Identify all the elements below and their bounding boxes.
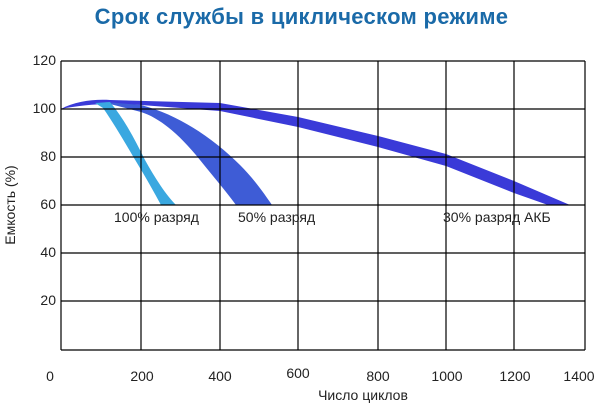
y-tick: 40: [40, 244, 56, 260]
series-50-percent-band: [105, 102, 272, 205]
x-tick: 800: [366, 368, 390, 384]
series-100-percent-band: [95, 102, 176, 205]
y-tick: 20: [40, 292, 56, 308]
label-50-percent: 50% разряд: [238, 209, 315, 225]
y-tick: 100: [33, 100, 57, 116]
x-tick: 0: [46, 368, 54, 384]
y-axis-title: Емкость (%): [2, 165, 18, 244]
y-axis-ticks: 120 100 80 60 40 20: [33, 52, 57, 308]
x-axis-title: Число циклов: [318, 387, 408, 403]
label-30-percent: 30% разряд АКБ: [443, 209, 551, 225]
x-tick: 1000: [431, 368, 462, 384]
x-tick: 200: [130, 368, 154, 384]
chart-title: Срок службы в циклическом режиме: [94, 4, 509, 29]
x-tick: 600: [286, 365, 310, 381]
label-100-percent: 100% разряд: [114, 209, 199, 225]
grid-horizontal: [61, 60, 585, 351]
y-tick: 60: [40, 196, 56, 212]
series-30-percent-band: [61, 99, 570, 205]
y-tick: 80: [40, 148, 56, 164]
x-tick: 400: [208, 368, 232, 384]
x-tick: 1400: [563, 368, 594, 384]
grid-vertical: [60, 61, 586, 350]
x-axis-ticks: 0 200 400 600 800 1000 1200 1400: [46, 365, 595, 384]
x-tick: 1200: [499, 368, 530, 384]
y-tick: 120: [33, 52, 57, 68]
